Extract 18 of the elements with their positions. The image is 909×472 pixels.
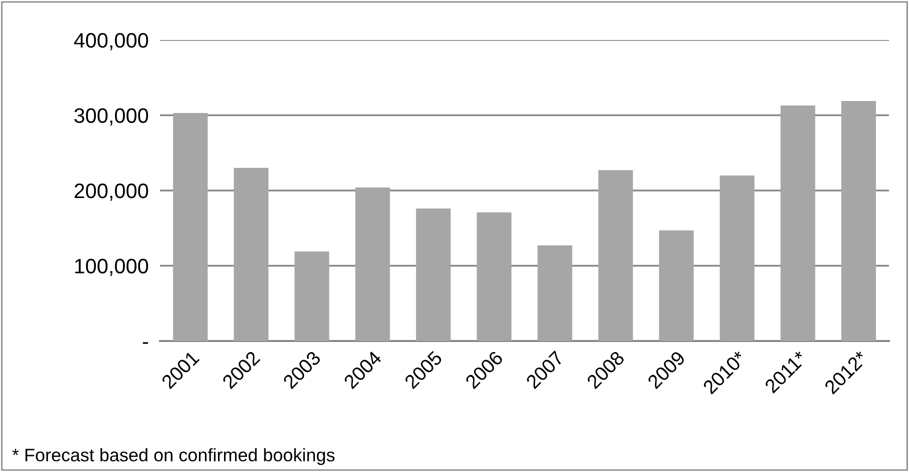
y-tick-label: 300,000 (74, 108, 148, 126)
bar (720, 175, 754, 341)
bar (416, 208, 451, 341)
bar (780, 105, 816, 341)
bar (355, 187, 390, 341)
bar (476, 212, 512, 341)
bar (659, 230, 694, 341)
y-tick-label: 400,000 (74, 33, 148, 50)
bar (294, 251, 330, 341)
text: * Forecast based on confirmed bookings (12, 448, 335, 465)
y-tick-label: - (142, 342, 148, 344)
bar (598, 170, 633, 341)
bar (841, 100, 876, 341)
bar (234, 168, 268, 341)
y-tick-label: 200,000 (74, 184, 148, 201)
bar (173, 112, 208, 341)
y-tick-label: 100,000 (75, 258, 148, 276)
bar (538, 245, 572, 341)
